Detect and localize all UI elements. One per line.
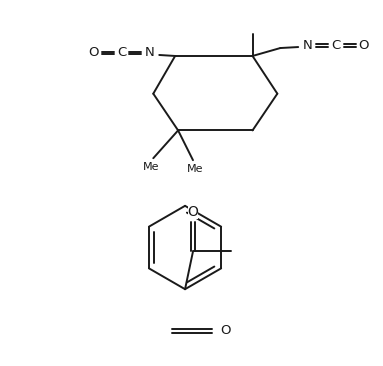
Text: O: O bbox=[188, 205, 198, 219]
Text: N: N bbox=[303, 38, 313, 52]
Text: Me: Me bbox=[143, 162, 160, 172]
Text: Me: Me bbox=[187, 164, 203, 174]
Text: C: C bbox=[331, 38, 340, 52]
Text: O: O bbox=[358, 38, 369, 52]
Text: C: C bbox=[117, 46, 126, 60]
Text: N: N bbox=[144, 46, 154, 60]
Text: O: O bbox=[88, 46, 99, 60]
Text: O: O bbox=[221, 324, 231, 337]
